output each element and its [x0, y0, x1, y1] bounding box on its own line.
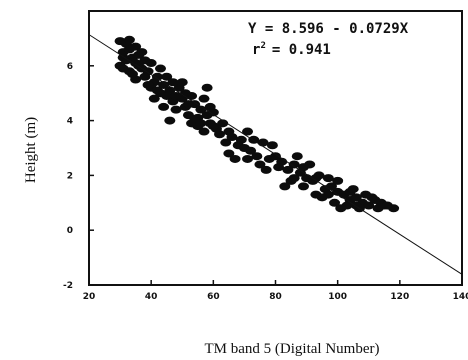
data-point — [254, 160, 266, 169]
data-point — [335, 204, 347, 213]
data-point — [229, 154, 241, 163]
data-point — [158, 80, 170, 89]
data-point — [176, 78, 188, 87]
x-tick-label: 140 — [453, 292, 468, 302]
x-axis-label: TM band 5 (Digital Number) — [205, 341, 380, 357]
x-tick-label: 60 — [207, 292, 220, 302]
data-point — [204, 102, 216, 111]
data-point — [158, 102, 170, 111]
data-point — [291, 152, 303, 161]
y-tick-label: 0 — [67, 226, 73, 236]
data-point — [381, 201, 393, 210]
data-point — [117, 64, 129, 73]
data-point — [273, 163, 285, 172]
data-point — [242, 127, 254, 136]
data-point — [161, 72, 173, 81]
data-point — [266, 141, 278, 150]
data-point — [214, 130, 226, 139]
data-point — [329, 198, 341, 207]
data-point — [217, 119, 229, 128]
data-point — [270, 152, 281, 161]
data-point — [322, 190, 334, 199]
data-point — [198, 127, 210, 136]
x-tick-label: 40 — [145, 292, 158, 302]
x-tick-label: 80 — [269, 292, 282, 302]
data-point — [198, 94, 210, 103]
data-point — [223, 127, 235, 136]
y-tick-label: 2 — [67, 171, 73, 181]
data-point — [117, 53, 129, 62]
y-tick-label: 4 — [67, 117, 73, 127]
data-point — [366, 193, 378, 202]
y-tick-label: -2 — [63, 281, 73, 291]
r-squared-r: r — [252, 42, 260, 58]
data-point — [195, 119, 207, 128]
data-point — [350, 201, 362, 210]
ticks-layer: 20 40 60 80 100 120 140 -2 0 2 4 6 — [63, 62, 468, 302]
data-point — [151, 86, 163, 95]
data-point — [123, 35, 135, 44]
data-point — [288, 160, 300, 169]
r-squared-value: = 0.941 — [272, 42, 331, 58]
y-axis-label: Height (m) — [23, 117, 39, 183]
data-point — [130, 42, 142, 51]
regression-line — [88, 34, 463, 275]
data-point — [297, 163, 309, 172]
regression-equation: Y = 8.596 - 0.0729X — [248, 21, 409, 37]
data-point — [310, 190, 322, 199]
data-point — [350, 193, 362, 202]
r-squared-sup: 2 — [260, 41, 265, 51]
data-point — [322, 174, 334, 183]
data-point — [220, 138, 232, 147]
data-point — [251, 152, 263, 161]
data-point — [235, 135, 247, 144]
data-point — [363, 201, 375, 210]
data-point — [139, 56, 151, 65]
data-point — [167, 78, 179, 87]
data-point — [151, 72, 163, 81]
data-point — [142, 67, 154, 76]
data-point — [288, 174, 300, 183]
data-point — [127, 70, 139, 79]
data-point — [170, 91, 182, 100]
data-point — [154, 64, 166, 73]
regression-line-layer — [88, 34, 463, 275]
data-point — [310, 174, 322, 183]
y-tick-label: 6 — [67, 62, 73, 72]
data-point — [223, 149, 235, 158]
data-point — [170, 105, 182, 114]
data-point — [332, 176, 344, 185]
data-point — [279, 182, 291, 191]
x-tick-label: 120 — [390, 292, 409, 302]
data-point — [344, 187, 356, 196]
data-point — [142, 80, 154, 89]
data-point — [130, 59, 142, 68]
data-point — [182, 111, 194, 120]
data-point — [245, 146, 257, 155]
data-point — [182, 100, 194, 109]
data-point — [282, 165, 294, 174]
data-point — [260, 165, 272, 174]
data-point — [164, 116, 176, 125]
data-point — [148, 94, 160, 103]
x-tick-label: 100 — [328, 292, 347, 302]
x-tick-label: 20 — [83, 292, 96, 302]
data-points — [114, 35, 400, 213]
data-point — [136, 48, 148, 57]
data-point — [242, 154, 254, 163]
data-point — [195, 105, 207, 114]
r-squared-label: r2 = 0.941 — [252, 41, 331, 58]
data-point — [201, 83, 213, 92]
data-point — [297, 182, 309, 191]
data-point — [207, 122, 219, 131]
